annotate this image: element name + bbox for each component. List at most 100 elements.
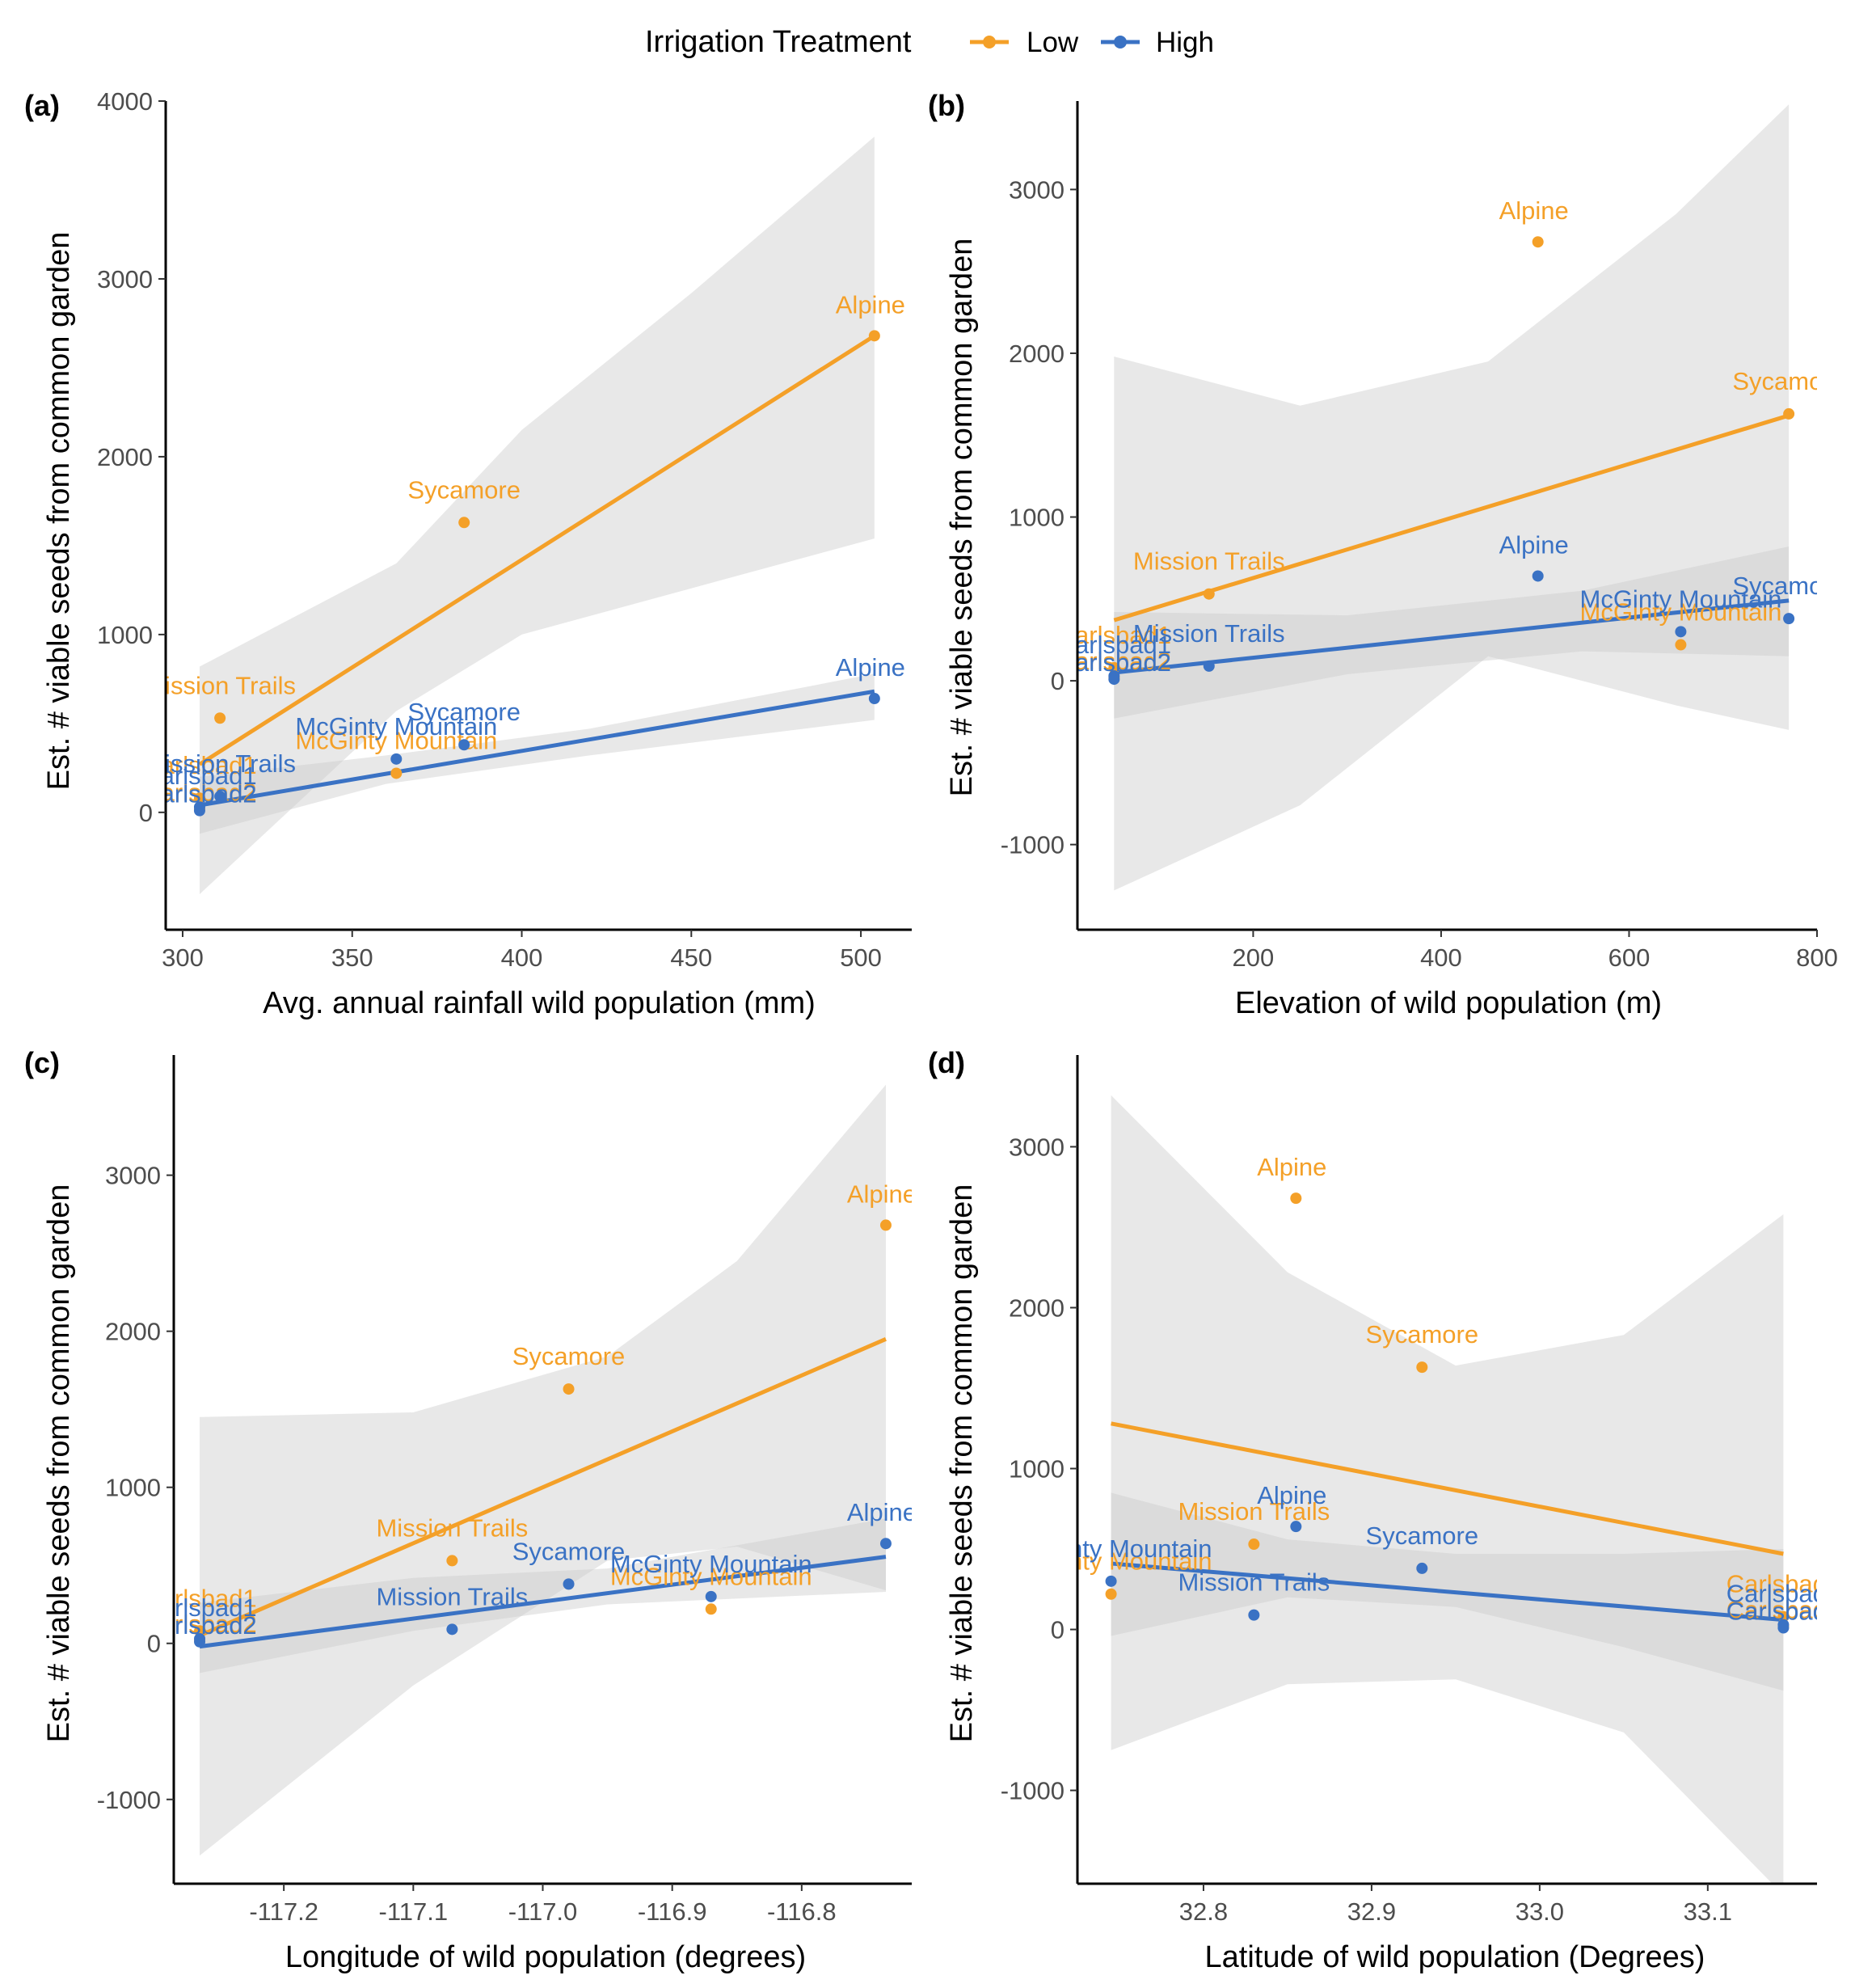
data-point: [1416, 1562, 1428, 1574]
legend-low-marker: [983, 36, 996, 49]
y-tick-label: 3000: [1009, 1133, 1065, 1161]
data-point: [1203, 660, 1215, 672]
panel-label: (d): [928, 1046, 965, 1079]
panel-label: (b): [928, 89, 965, 122]
point-label: Sycamore: [407, 698, 521, 726]
point-label: McGinty Mountain: [1580, 585, 1782, 613]
fit-line-low: [198, 334, 876, 766]
y-tick-label: 0: [139, 799, 153, 827]
point-label: Alpine: [836, 290, 905, 319]
panel-label: (c): [24, 1046, 60, 1079]
fit-line-low: [199, 1337, 887, 1638]
point-label: Alpine: [847, 1498, 917, 1526]
data-point: [194, 1636, 206, 1648]
x-tick-label: 33.1: [1684, 1897, 1732, 1926]
data-point: [1290, 1521, 1302, 1533]
data-point: [446, 1555, 458, 1567]
y-tick-label: 2000: [1009, 1294, 1065, 1322]
point-label: Sycamore: [407, 475, 521, 504]
data-point: [1105, 1588, 1117, 1600]
point-label: McGinty Mountain: [610, 1562, 812, 1590]
data-point: [563, 1383, 575, 1395]
data-point: [1108, 661, 1120, 673]
data-point: [1290, 1192, 1302, 1205]
confidence-band-low: [200, 1084, 886, 1856]
x-tick-label: 32.9: [1347, 1897, 1396, 1926]
point-label: Carlsbad1: [1726, 1580, 1840, 1608]
x-tick-label: 400: [1420, 943, 1462, 972]
panel-a: (a) Est. # viable seeds from common gard…: [24, 87, 912, 1020]
x-tick-label: 800: [1796, 943, 1838, 972]
data-point: [868, 330, 880, 342]
x-tick-label: -116.9: [638, 1897, 707, 1926]
data-point: [563, 1578, 575, 1590]
x-tick-label: 600: [1608, 943, 1651, 972]
point-label: Mission Trails: [144, 671, 296, 699]
y-tick-label: 1000: [97, 621, 153, 649]
point-label: Carlsbad1: [142, 751, 256, 779]
legend-key-high: High: [1101, 27, 1214, 58]
x-tick-label: -117.0: [508, 1897, 578, 1926]
point-label: Carlsbad2: [1057, 648, 1171, 677]
y-axis-title: Est. # viable seeds from common garden: [42, 232, 76, 791]
fit-line-high: [1111, 1561, 1784, 1623]
x-tick-label: 350: [331, 943, 373, 972]
confidence-band-high: [200, 673, 875, 834]
data-point: [1203, 588, 1215, 600]
point-label: Sycamore: [1366, 1320, 1479, 1349]
point-label: Alpine: [847, 1180, 917, 1208]
y-axis-title: Est. # viable seeds from common garden: [42, 1184, 76, 1743]
confidence-band-high: [1114, 547, 1790, 719]
fit-line-low: [1113, 413, 1790, 623]
point-label: Sycamore: [512, 1342, 626, 1370]
point-label: Alpine: [1257, 1481, 1326, 1509]
point-label: Mission Trails: [1133, 619, 1285, 648]
x-tick-label: 200: [1233, 943, 1275, 972]
point-label: Alpine: [836, 653, 905, 682]
point-label: Mission Trails: [1133, 547, 1285, 576]
panel-label: (a): [24, 89, 60, 122]
data-point: [390, 767, 403, 779]
x-tick-label: 300: [162, 943, 204, 972]
plot-area: Alpine Sycamore Mission Trails McGinty Moun…: [142, 1084, 917, 1856]
data-point: [1105, 1575, 1117, 1587]
data-point: [868, 693, 880, 705]
point-label: Carlsbad2: [1726, 1596, 1840, 1624]
y-tick-label: -1000: [97, 1786, 161, 1814]
panel-c: (c) Est. # viable seeds from common gard…: [24, 1046, 917, 1974]
data-point: [458, 517, 470, 529]
data-point: [1532, 570, 1544, 582]
legend: Irrigation Treatment Low High: [645, 25, 1214, 59]
data-point: [1777, 1622, 1790, 1634]
point-label: Carlsbad2: [1726, 1598, 1840, 1626]
point-label: Carlsbad1: [142, 1584, 256, 1612]
x-axis-title: Avg. annual rainfall wild population (mm…: [263, 986, 816, 1020]
point-label: Carlsbad2: [1057, 647, 1171, 675]
x-tick-label: -117.1: [379, 1897, 449, 1926]
confidence-band-high: [200, 1518, 886, 1674]
x-tick-label: -116.8: [767, 1897, 837, 1926]
data-point: [1248, 1538, 1260, 1551]
fit-line-high: [199, 1555, 887, 1649]
point-label: Mission Trails: [1178, 1497, 1330, 1526]
data-point: [1416, 1361, 1428, 1374]
data-point: [1777, 1610, 1790, 1623]
x-tick-label: 32.8: [1179, 1897, 1228, 1926]
point-label: Carlsbad1: [1057, 631, 1171, 659]
data-point: [1248, 1609, 1260, 1621]
point-label: Mission Trails: [1178, 1568, 1330, 1597]
point-label: Carlsbad1: [142, 1593, 256, 1622]
y-tick-label: 0: [1051, 667, 1065, 695]
data-point: [193, 804, 205, 817]
point-label: Mission Trails: [376, 1513, 528, 1542]
point-label: Alpine: [1499, 530, 1569, 559]
data-point: [446, 1623, 458, 1636]
y-tick-label: -1000: [1001, 1777, 1065, 1805]
fit-line-high: [1114, 598, 1790, 675]
legend-high-marker: [1114, 36, 1127, 49]
point-label: Alpine: [1499, 196, 1569, 225]
data-point: [1783, 407, 1795, 420]
